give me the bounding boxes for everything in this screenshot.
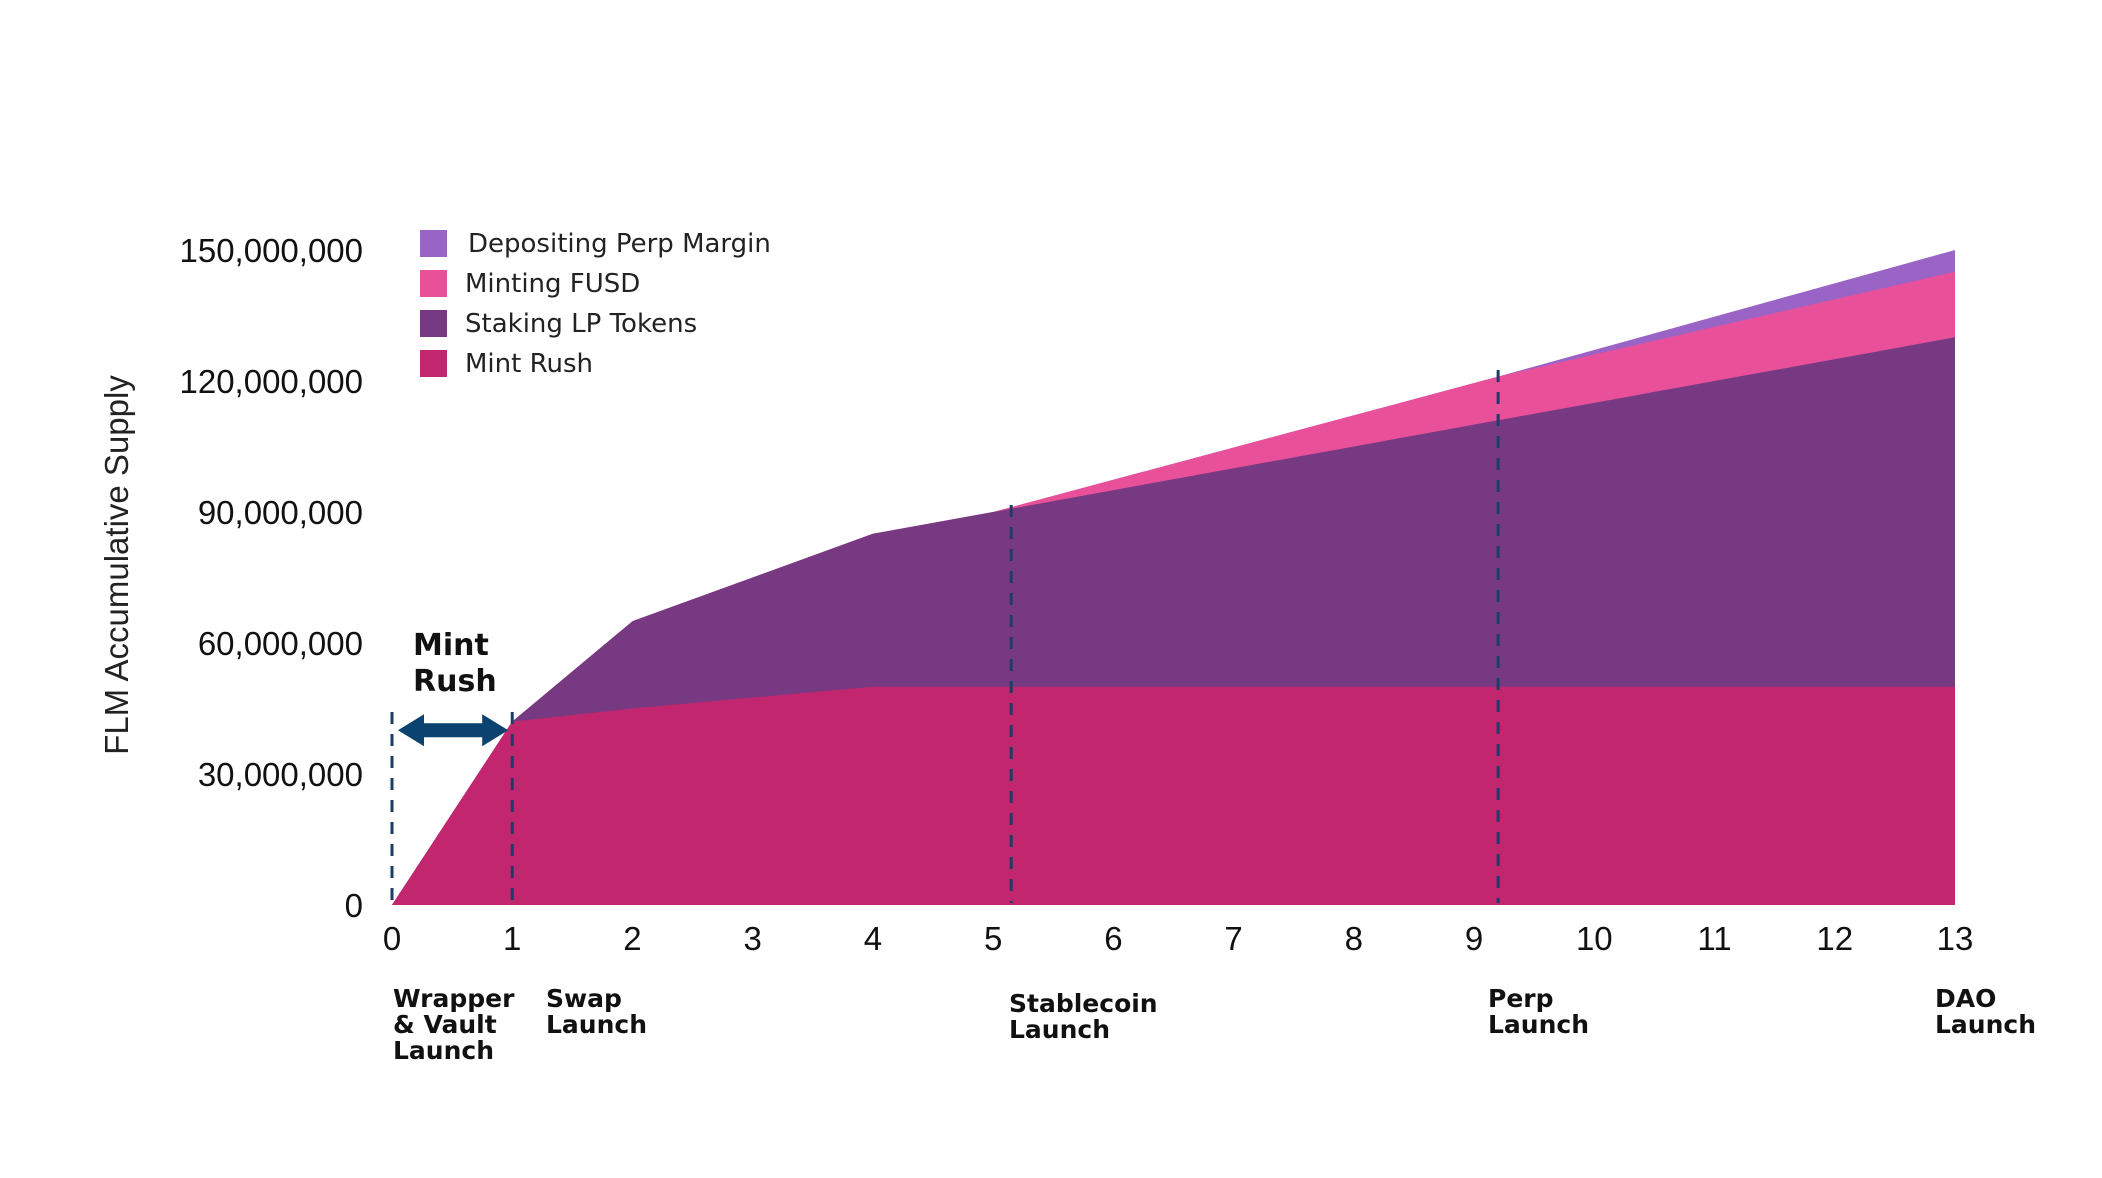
legend-label-depositing-perp-margin: Depositing Perp Margin	[468, 229, 771, 259]
y-tick-label: 0	[345, 887, 363, 924]
mint-rush-annotation: Mint Rush	[398, 628, 509, 747]
y-tick-label: 60,000,000	[198, 625, 363, 662]
legend-swatch-mint-rush	[420, 350, 447, 377]
x-tick-label: 5	[984, 920, 1002, 957]
milestone-label-1: Swap Launch	[546, 984, 647, 1039]
mint-rush-label: Mint Rush	[413, 628, 497, 699]
x-tick-label: 10	[1576, 920, 1613, 957]
x-tick-label: 12	[1816, 920, 1853, 957]
legend-swatch-staking-lp-tokens	[420, 310, 447, 337]
area-series-group	[392, 250, 1955, 905]
x-tick-label: 6	[1104, 920, 1122, 957]
legend: Depositing Perp Margin Minting FUSD Stakin…	[420, 229, 771, 379]
legend-label-staking-lp-tokens: Staking LP Tokens	[465, 309, 697, 339]
y-tick-label: 90,000,000	[198, 494, 363, 531]
x-tick-label: 4	[864, 920, 882, 957]
x-axis: 0 1 2 3 4 5 6 7 8 9 10 11 12 13	[383, 920, 1974, 957]
milestone-label-2: Stablecoin Launch	[1009, 989, 1158, 1044]
x-tick-label: 0	[383, 920, 401, 957]
legend-label-minting-fusd: Minting FUSD	[465, 269, 640, 299]
x-tick-label: 13	[1937, 920, 1974, 957]
x-tick-label: 2	[623, 920, 641, 957]
x-tick-label: 3	[744, 920, 762, 957]
x-tick-label: 11	[1697, 920, 1731, 957]
milestone-labels: Wrapper & Vault Launch Swap Launch Stablecoin…	[393, 984, 2036, 1065]
y-tick-label: 30,000,000	[198, 756, 363, 793]
milestone-label-0: Wrapper & Vault Launch	[393, 984, 515, 1065]
milestone-lines	[390, 370, 1500, 903]
x-tick-label: 9	[1465, 920, 1483, 957]
legend-swatch-minting-fusd	[420, 270, 447, 297]
x-tick-label: 8	[1345, 920, 1363, 957]
y-axis: 0 30,000,000 60,000,000 90,000,000 120,000,0…	[179, 232, 363, 924]
x-tick-label: 1	[503, 920, 521, 957]
y-tick-label: 120,000,000	[179, 363, 363, 400]
milestone-label-3: Perp Launch	[1488, 984, 1589, 1039]
mint-rush-double-arrow	[398, 714, 509, 747]
y-axis-label: FLM Accumulative Supply	[98, 375, 135, 755]
x-tick-label: 7	[1224, 920, 1242, 957]
y-tick-label: 150,000,000	[179, 232, 363, 269]
milestone-label-4: DAO Launch	[1935, 984, 2036, 1039]
area-mint-rush	[392, 686, 1955, 905]
legend-label-mint-rush: Mint Rush	[465, 349, 593, 379]
legend-swatch-depositing-perp-margin	[420, 230, 447, 257]
